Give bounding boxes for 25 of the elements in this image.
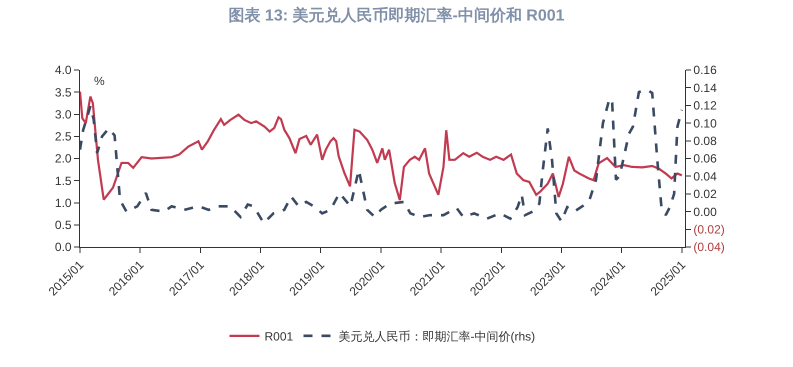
y2-tick-label: 0.04 (693, 169, 718, 184)
y-tick-label: 2.0 (54, 152, 72, 166)
annotation: % (94, 74, 105, 88)
y2-tick-label: 0.02 (693, 187, 718, 202)
y-tick-label: 2.5 (54, 130, 72, 144)
legend-label: R001 (264, 330, 294, 344)
y-tick-label: 0.0 (54, 240, 72, 254)
legend-label: 美元兑人民币：即期汇率-中间价(rhs) (338, 330, 536, 344)
y2-tick-label: 0.10 (693, 116, 718, 130)
y2-tick-label: 0.16 (693, 63, 718, 78)
y2-tick-label: 0.00 (693, 204, 718, 219)
y2-tick-label: 0.06 (693, 152, 718, 166)
y-tick-label: 1.0 (54, 196, 72, 210)
y2-tick-label: (0.02) (693, 222, 725, 236)
y2-tick-label: 0.14 (693, 80, 718, 95)
line-series (80, 90, 683, 202)
y-tick-label: 4.0 (54, 63, 72, 78)
y2-tick-label: 0.08 (693, 134, 718, 148)
y-tick-label: 3.0 (54, 107, 72, 122)
y2-tick-label: (0.04) (693, 240, 725, 254)
chart-title: 图表 13: 美元兑人民币即期汇率-中间价和 R001 (228, 5, 565, 24)
y2-tick-label: 0.12 (693, 98, 718, 113)
y-tick-label: 0.5 (54, 218, 72, 232)
y-tick-label: 1.5 (54, 174, 72, 188)
y-tick-label: 3.5 (54, 85, 72, 100)
